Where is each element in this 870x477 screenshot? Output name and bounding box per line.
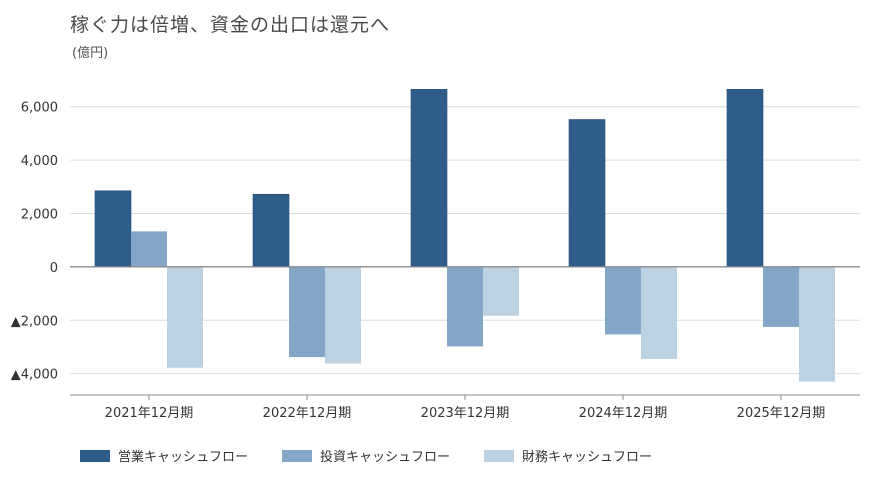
bar	[252, 193, 290, 268]
bar	[641, 266, 677, 359]
y-tick-label: 4,000	[21, 154, 58, 169]
legend-swatch-investing	[282, 449, 312, 462]
legend-item-operating: 営業キャッシュフロー	[80, 446, 252, 465]
unit-label: (億円)	[72, 46, 109, 61]
x-tick-label: 2022年12月期	[263, 406, 352, 421]
legend-item-investing: 投資キャッシュフロー	[282, 446, 454, 465]
x-tick-label: 2025年12月期	[737, 406, 826, 421]
bar	[325, 266, 361, 364]
legend-swatch-financing	[484, 449, 514, 462]
legend: 営業キャッシュフロー 投資キャッシュフロー 財務キャッシュフロー	[80, 446, 682, 465]
y-tick-label: ▲2,000	[11, 314, 58, 329]
bar	[568, 119, 606, 268]
bar	[763, 266, 799, 327]
y-tick-label: 6,000	[21, 101, 58, 116]
x-tick-label: 2024年12月期	[579, 406, 668, 421]
x-tick-label: 2023年12月期	[421, 406, 510, 421]
bar	[447, 266, 483, 347]
bar	[799, 266, 835, 382]
y-tick-label: ▲4,000	[11, 368, 58, 383]
bar	[483, 266, 519, 316]
bar	[289, 266, 325, 358]
bar	[726, 89, 764, 268]
legend-item-financing: 財務キャッシュフロー	[484, 446, 652, 465]
chart-title: 稼ぐ力は倍増、資金の出口は還元へ	[70, 14, 391, 36]
bar	[605, 266, 641, 335]
legend-label-investing: 投資キャッシュフロー	[320, 450, 451, 465]
bar	[94, 190, 132, 268]
legend-label-operating: 営業キャッシュフロー	[118, 450, 249, 465]
bar	[410, 89, 448, 268]
y-tick-label: 2,000	[21, 207, 58, 222]
bar	[167, 266, 203, 368]
bar	[131, 231, 167, 267]
x-tick-label: 2021年12月期	[105, 406, 194, 421]
legend-swatch-operating	[80, 449, 110, 462]
y-tick-label: 0	[50, 261, 58, 276]
legend-label-financing: 財務キャッシュフロー	[522, 450, 653, 465]
